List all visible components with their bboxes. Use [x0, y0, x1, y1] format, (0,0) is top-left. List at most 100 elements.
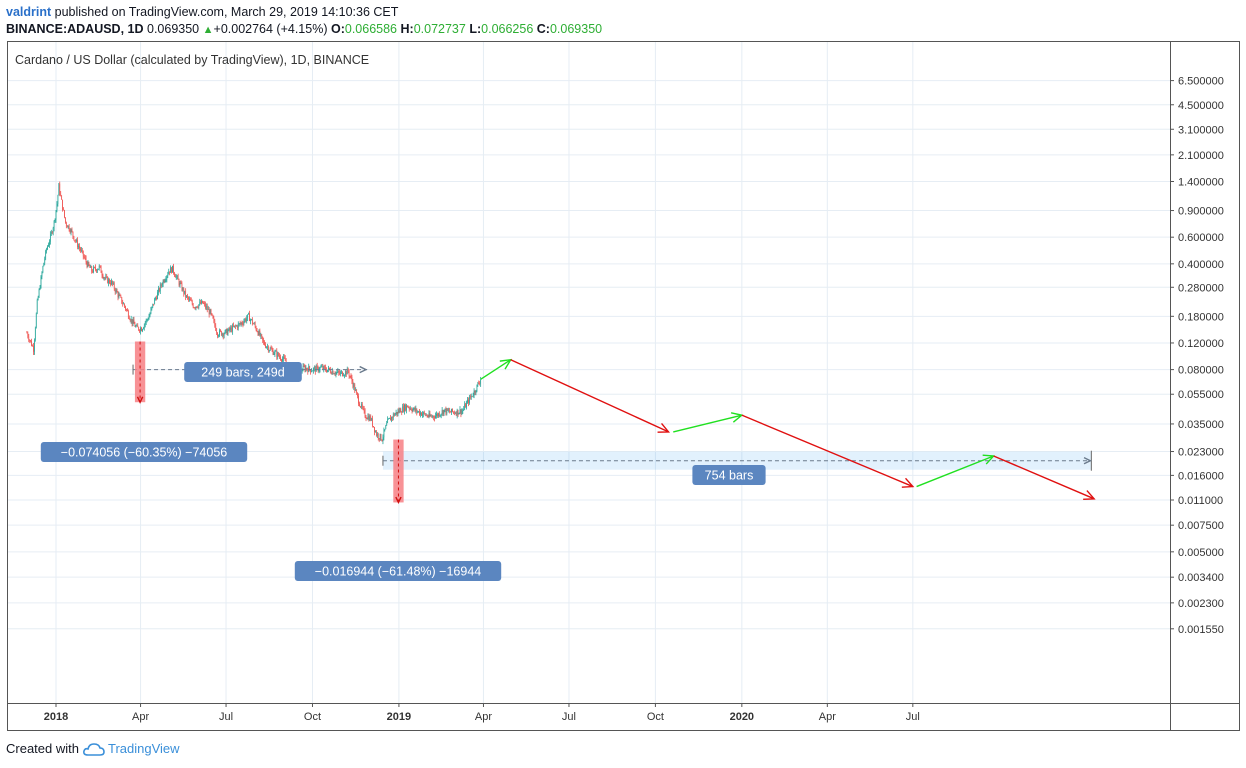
- candle-body: [439, 415, 441, 417]
- chart-frame[interactable]: 6.500000 4.500000 3.100000 2.100000 1.400000…: [7, 41, 1240, 731]
- candle-body: [313, 368, 314, 371]
- y-tick-label: 0.400000: [1178, 259, 1224, 271]
- candle-body: [262, 336, 264, 340]
- candle-body: [205, 303, 206, 308]
- candle-body: [34, 339, 35, 352]
- range-label-bg: [184, 362, 302, 382]
- candle-body: [278, 352, 280, 356]
- candle-body: [77, 240, 78, 248]
- x-tick-label: 2020: [730, 711, 754, 723]
- candle-body: [400, 409, 402, 413]
- candle-body: [181, 283, 183, 291]
- candle-body: [189, 299, 190, 300]
- candle-body: [405, 404, 406, 411]
- candle-body: [179, 282, 181, 286]
- candle-body: [130, 318, 132, 321]
- y-tick-label: 3.100000: [1178, 124, 1224, 136]
- candle-body: [384, 429, 386, 430]
- candle-body: [376, 433, 378, 436]
- candle-body: [86, 262, 88, 267]
- candle-body: [85, 258, 87, 263]
- candle-body: [47, 246, 48, 250]
- candle-body: [67, 225, 69, 228]
- candle-body: [41, 272, 43, 277]
- candle-body: [378, 438, 380, 440]
- candle-body: [361, 404, 363, 408]
- candle-body: [404, 404, 405, 412]
- candle-body: [358, 395, 359, 404]
- candle-body: [304, 366, 306, 371]
- candle-body: [91, 266, 93, 272]
- candle-body: [326, 370, 327, 372]
- candle-body: [98, 265, 100, 269]
- candle-body: [410, 408, 412, 411]
- candle-body: [72, 231, 74, 237]
- candle-body: [112, 280, 113, 284]
- price-chart[interactable]: 6.500000 4.500000 3.100000 2.100000 1.400000…: [7, 41, 1240, 731]
- candle-body: [279, 355, 280, 357]
- author-name[interactable]: valdrint: [6, 5, 52, 19]
- projection-arrowhead: [657, 422, 671, 433]
- projection-arrow-line: [673, 414, 743, 433]
- candle-body: [453, 411, 454, 413]
- candle-body: [445, 408, 447, 414]
- candle-body: [412, 409, 414, 412]
- candle-body: [245, 318, 247, 322]
- candle-body: [346, 368, 348, 375]
- candle-body: [142, 329, 143, 332]
- candle-body: [206, 306, 208, 310]
- candle-body: [42, 266, 44, 273]
- candle-body: [171, 267, 172, 273]
- candle-body: [40, 276, 42, 288]
- candle-body: [420, 412, 421, 415]
- candle-body: [323, 366, 325, 370]
- candle-body: [301, 371, 303, 372]
- candle-body: [362, 407, 364, 409]
- candle-body: [276, 351, 278, 357]
- candle-body: [469, 396, 470, 404]
- x-tick-label: Apr: [475, 711, 492, 723]
- candle-body: [314, 367, 315, 369]
- candle-body: [208, 309, 210, 315]
- candle-body: [429, 413, 431, 417]
- candle-body: [228, 327, 230, 331]
- candle-body: [453, 412, 455, 414]
- y-tick-label: 0.900000: [1178, 206, 1224, 218]
- candle-body: [180, 282, 182, 284]
- candle-body: [197, 307, 199, 308]
- candle-body: [256, 330, 258, 332]
- candle-body: [126, 309, 127, 311]
- candle-body: [189, 299, 191, 301]
- candle-body: [251, 319, 252, 320]
- y-tick-label: 4.500000: [1178, 100, 1224, 112]
- candle-body: [475, 391, 477, 393]
- candle-body: [324, 366, 326, 368]
- candle-body: [257, 331, 259, 336]
- candle-body: [227, 330, 229, 335]
- candle-body: [62, 199, 63, 210]
- candle-body: [59, 183, 61, 194]
- candle-body: [216, 330, 218, 333]
- candle-body: [53, 220, 55, 229]
- candle-body: [442, 410, 444, 415]
- tradingview-brand[interactable]: TradingView: [83, 741, 180, 756]
- candle-body: [222, 333, 224, 337]
- candle-body: [123, 303, 124, 305]
- candle-body: [281, 359, 282, 362]
- candle-body: [374, 427, 375, 433]
- candle-body: [187, 295, 188, 298]
- candle-body: [231, 327, 233, 332]
- candle-body: [471, 396, 473, 397]
- candle-body: [431, 415, 433, 417]
- candle-body: [436, 413, 437, 416]
- candle-body: [199, 301, 201, 305]
- candle-body: [122, 302, 124, 304]
- candle-body: [247, 314, 249, 319]
- candle-body: [125, 306, 126, 310]
- candle-body: [82, 250, 84, 257]
- candle-body: [381, 439, 383, 441]
- y-tick-label: 0.003400: [1178, 572, 1224, 584]
- candle-body: [373, 426, 374, 428]
- candle-body: [219, 330, 220, 336]
- candle-body: [90, 266, 92, 268]
